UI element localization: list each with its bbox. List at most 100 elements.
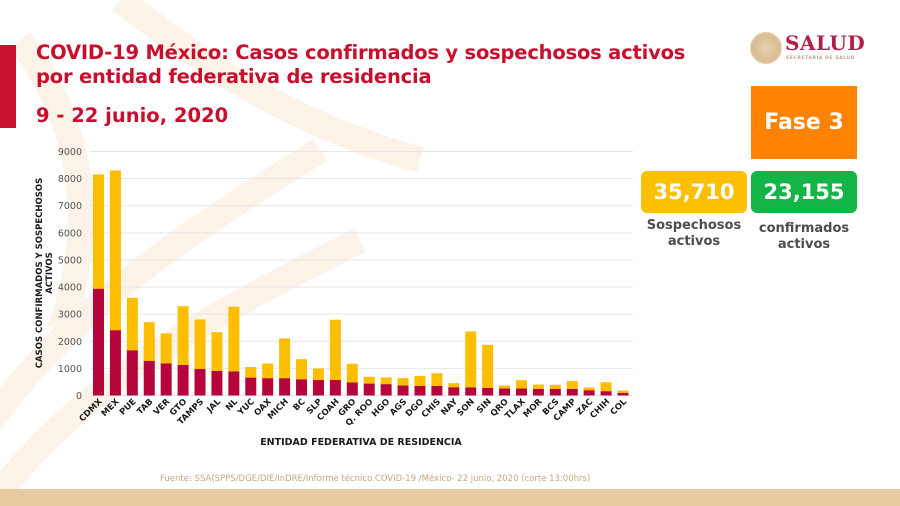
bar-suspected-tlax: [515, 380, 527, 389]
bar-suspected-nl: [228, 306, 240, 372]
bar-suspected-cdmx: [93, 174, 104, 289]
bar-suspected-camp: [566, 381, 578, 389]
y-tick-label: 9000: [58, 147, 82, 158]
bar-suspected-mex: [109, 170, 121, 331]
bar-suspected-col: [617, 390, 629, 393]
suspected-label-line2: activos: [667, 234, 721, 249]
bar-suspected-chih: [600, 382, 612, 392]
bar-confirmed-qro: [499, 388, 511, 396]
bar-confirmed-chis: [431, 385, 443, 396]
bar-confirmed-mich: [279, 378, 291, 396]
bar-confirmed-ver: [160, 363, 172, 396]
y-tick-label: 8000: [58, 174, 82, 185]
bar-confirmed-slp: [312, 380, 324, 396]
bar-suspected-dgo: [414, 375, 426, 386]
source-note: Fuente: SSA(SPPS/DGE/DIE/InDRE/Informe t…: [160, 474, 591, 484]
bar-confirmed-col: [617, 392, 629, 396]
page-title: COVID-19 México: Casos confirmados y sos…: [36, 41, 686, 88]
bar-confirmed-jal: [211, 370, 223, 396]
y-tick-label: 5000: [58, 255, 82, 266]
bar-confirmed-mor: [532, 388, 544, 396]
y-axis-label: CASOS CONFIRMADOS Y SOSPECHOSOS: [35, 178, 45, 368]
bar-suspected-son: [465, 331, 477, 388]
bar-confirmed-sin: [482, 387, 494, 396]
x-tick-label: JAL: [205, 397, 224, 416]
bar-suspected-gro: [346, 363, 358, 383]
y-tick-label: 3000: [58, 310, 82, 321]
bar-suspected-ver: [160, 333, 172, 364]
confirmed-active-value: 23,155: [751, 171, 857, 213]
y-tick-label: 7000: [58, 201, 82, 212]
y-tick-label: 0: [76, 391, 82, 402]
bottom-band: [0, 489, 900, 506]
confirmed-label-line1: confirmados: [758, 221, 850, 236]
bar-confirmed-tab: [143, 360, 155, 396]
bar-confirmed-camp: [566, 388, 578, 396]
bar-suspected-hgo: [380, 377, 392, 385]
bar-suspected-tab: [143, 322, 155, 361]
logo-subtitle: SECRETARÍA DE SALUD: [786, 56, 856, 61]
y-tick-label: 6000: [58, 228, 82, 239]
bar-confirmed-mex: [109, 330, 121, 396]
bar-confirmed-dgo: [414, 385, 426, 396]
bar-suspected-mor: [532, 384, 544, 389]
x-tick-label: VER: [152, 397, 173, 418]
x-tick-label: MEX: [100, 397, 122, 419]
bar-confirmed-bcs: [549, 388, 561, 396]
bar-suspected-slp: [312, 368, 324, 381]
bar-confirmed-yuc: [245, 377, 257, 396]
suspected-active-label: Sospechosos activos: [639, 218, 749, 250]
confirmed-label-line2: activos: [777, 237, 831, 252]
bar-suspected-chis: [431, 373, 443, 386]
bar-suspected-jal: [211, 332, 223, 371]
x-tick-label: TAB: [135, 397, 155, 417]
x-tick-label: MOR: [522, 397, 545, 420]
bar-confirmed-son: [465, 387, 477, 396]
y-axis-ticks: 0 1000 2000 3000 4000 5000 6000 7000 8000 9000: [58, 147, 82, 402]
bar-confirmed-coah: [329, 379, 341, 396]
date-range: 9 - 22 junio, 2020: [36, 104, 229, 127]
bar-confirmed-nl: [228, 371, 240, 396]
bar-suspected-tamps: [194, 319, 206, 369]
bar-suspected-oax: [262, 363, 274, 379]
x-tick-label: PUE: [118, 397, 139, 418]
suspected-label-line1: Sospechosos: [646, 218, 742, 233]
salud-logo: SALUD SECRETARÍA DE SALUD: [749, 30, 869, 70]
bar-suspected-zac: [583, 387, 595, 391]
bar-confirmed-chih: [600, 391, 612, 396]
x-tick-label: COL: [609, 397, 630, 418]
accent-bar: [0, 45, 16, 128]
logo-wordmark: SALUD: [785, 31, 866, 55]
phase-badge: Fase 3: [751, 86, 857, 159]
bar-suspected-qroo: [363, 376, 375, 384]
bar-suspected-pue: [126, 297, 138, 351]
y-tick-label: 4000: [58, 283, 82, 294]
bar-suspected-bcs: [549, 384, 561, 389]
national-seal-icon: [750, 32, 782, 64]
suspected-active-value: 35,710: [641, 171, 747, 213]
bar-suspected-gto: [177, 306, 189, 365]
x-tick-label: SON: [455, 397, 477, 419]
bar-confirmed-gro: [346, 382, 358, 396]
x-tick-label: CHIH: [588, 397, 612, 421]
bar-suspected-nay: [448, 383, 460, 388]
bar-confirmed-pue: [126, 350, 138, 396]
x-tick-label: YUC: [235, 397, 256, 418]
bar-confirmed-ags: [397, 385, 409, 396]
bar-confirmed-zac: [583, 390, 595, 396]
y-tick-label: 2000: [58, 337, 82, 348]
bar-suspected-yuc: [245, 367, 257, 378]
bar-confirmed-hgo: [380, 384, 392, 396]
chart-bars: [93, 170, 629, 396]
x-tick-label: CHIS: [420, 397, 443, 420]
bar-confirmed-qroo: [363, 383, 375, 396]
bar-suspected-mich: [279, 338, 291, 379]
bar-suspected-sin: [482, 344, 494, 388]
confirmed-active-label: confirmados activos: [749, 221, 859, 253]
bar-confirmed-bc: [296, 379, 308, 396]
bar-confirmed-oax: [262, 378, 274, 396]
bar-suspected-qro: [499, 385, 511, 389]
bar-confirmed-gto: [177, 364, 189, 396]
